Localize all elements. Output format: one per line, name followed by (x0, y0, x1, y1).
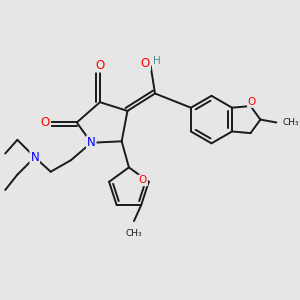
Text: H: H (153, 56, 161, 66)
Text: N: N (30, 151, 39, 164)
Text: N: N (87, 136, 96, 149)
Text: O: O (95, 58, 105, 72)
Text: O: O (139, 175, 147, 185)
Text: O: O (41, 116, 50, 129)
Text: O: O (248, 97, 256, 107)
Text: CH₃: CH₃ (126, 229, 142, 238)
Text: O: O (141, 57, 150, 70)
Text: CH₃: CH₃ (283, 118, 299, 127)
